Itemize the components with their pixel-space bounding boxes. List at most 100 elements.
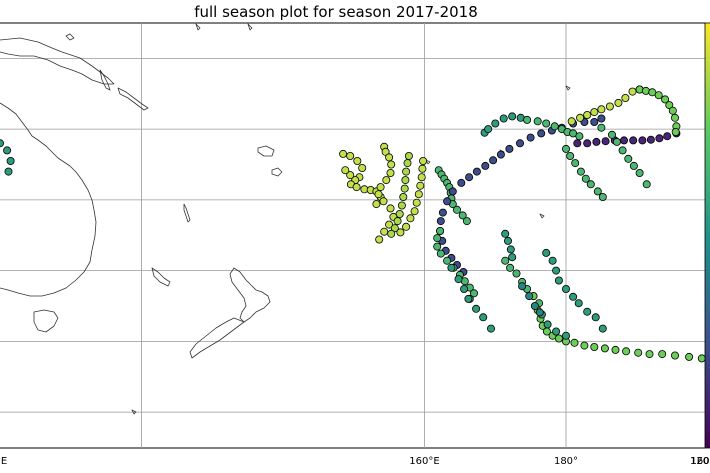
track-point: [665, 101, 674, 110]
coastline-vanuatu: [183, 203, 191, 223]
track-point: [562, 284, 571, 293]
track-point: [382, 176, 391, 185]
track-point: [567, 117, 576, 126]
track-point: [525, 292, 534, 301]
track-point: [685, 352, 694, 361]
track-point: [592, 137, 601, 146]
track-point: [516, 139, 525, 148]
storm-track-11: [562, 144, 607, 201]
track-point: [458, 211, 467, 220]
track-point: [638, 136, 647, 145]
storm-track-12: [567, 85, 644, 126]
track-point: [346, 171, 355, 180]
track-point: [535, 308, 544, 317]
track-point: [418, 164, 427, 173]
track-point: [583, 111, 592, 120]
track-point: [386, 168, 395, 177]
track-point: [436, 226, 445, 235]
track-point: [661, 95, 670, 104]
track-point: [671, 351, 680, 360]
track-point: [341, 166, 350, 175]
track-point: [583, 307, 592, 316]
track-point: [457, 178, 466, 187]
track-point: [586, 180, 595, 189]
track-point: [387, 229, 396, 238]
track-point: [646, 135, 655, 144]
track-point: [469, 289, 478, 298]
track-point: [580, 341, 589, 350]
track-point: [454, 275, 463, 284]
track-point: [624, 154, 633, 163]
track-point: [0, 139, 4, 148]
track-point: [501, 229, 510, 238]
track-point: [611, 345, 620, 354]
track-point: [496, 150, 505, 159]
track-point: [386, 204, 395, 213]
track-point: [663, 132, 672, 141]
track-point: [346, 151, 355, 160]
track-point: [576, 113, 585, 122]
track-point: [402, 167, 411, 176]
colorbar: [704, 22, 710, 449]
track-point: [612, 137, 621, 146]
track-point: [4, 167, 13, 176]
track-point: [376, 183, 385, 192]
track-point: [6, 156, 15, 165]
track-point: [654, 91, 663, 100]
track-point: [401, 176, 410, 185]
track-point: [419, 156, 428, 165]
track-point: [542, 119, 551, 128]
track-point: [387, 160, 396, 169]
track-point: [634, 348, 643, 357]
track-point: [581, 174, 590, 183]
storm-track-5: [434, 166, 471, 226]
coastline-nz-north-island: [229, 267, 271, 323]
track-point: [608, 130, 617, 139]
track-point: [385, 220, 394, 229]
coastline-nz-south-island: [189, 317, 245, 359]
track-point: [629, 136, 638, 145]
track-point: [416, 181, 425, 190]
track-point: [372, 200, 381, 209]
storm-track-1: [339, 149, 385, 209]
track-point: [402, 222, 411, 231]
storm-track-14: [635, 85, 681, 136]
track-point: [668, 106, 677, 115]
storm-track-10: [523, 115, 584, 141]
track-point: [443, 256, 452, 265]
track-point: [569, 292, 578, 301]
track-point: [381, 147, 390, 156]
track-point: [412, 198, 421, 207]
storm-track-15: [597, 123, 651, 189]
storm-track-3: [387, 151, 413, 238]
storm-track-20: [542, 248, 607, 333]
storm-track-21: [518, 282, 544, 317]
track-point: [571, 159, 580, 168]
track-point: [397, 201, 406, 210]
track-point: [671, 127, 680, 136]
track-point: [479, 313, 488, 322]
track-point: [597, 105, 606, 114]
gridlines: [0, 23, 705, 448]
track-point: [353, 156, 362, 165]
coastline-new-caledonia: [151, 267, 171, 287]
track-point: [352, 183, 361, 192]
track-point: [491, 119, 500, 128]
track-point: [503, 236, 512, 245]
track-point: [447, 263, 456, 272]
track-point: [622, 347, 631, 356]
storm-track-4: [396, 156, 428, 237]
track-point: [645, 350, 654, 359]
storm-track-0: [0, 139, 15, 176]
track-point: [554, 276, 563, 285]
track-point: [573, 139, 582, 148]
track-point: [390, 224, 399, 233]
track-point: [629, 161, 638, 170]
track-point: [452, 205, 461, 214]
coastline-fiji: [257, 145, 283, 177]
track-point: [374, 190, 383, 199]
track-point: [548, 256, 557, 265]
track-point: [598, 324, 607, 333]
